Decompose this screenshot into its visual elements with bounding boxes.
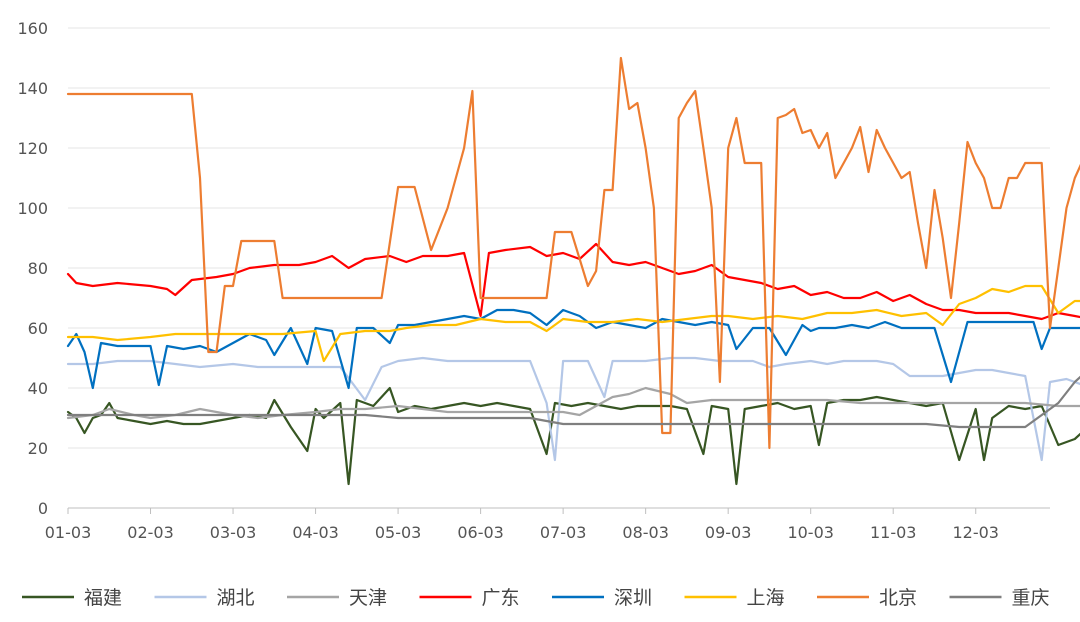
y-tick-label: 0	[38, 499, 48, 518]
x-tick-label: 11-03	[870, 523, 917, 542]
x-axis-ticks: 01-03 02-03 03-03 04-03 05-03 06-03 07-03 08-03…	[45, 508, 999, 542]
legend-item: 天津	[287, 587, 387, 609]
y-tick-label: 20	[28, 439, 48, 458]
series-line-2	[66, 356, 1080, 462]
legend-label: 深圳	[614, 587, 652, 609]
legend-item: 福建	[22, 587, 122, 609]
x-tick-label: 07-03	[540, 523, 587, 542]
x-tick-label: 08-03	[622, 523, 669, 542]
legend-label: 广东	[482, 587, 520, 609]
x-tick-label: 06-03	[457, 523, 504, 542]
series-lines	[66, 56, 1080, 486]
series-line-6	[66, 284, 1080, 363]
y-tick-label: 100	[17, 199, 48, 218]
x-tick-label: 05-03	[375, 523, 422, 542]
x-tick-label: 09-03	[705, 523, 752, 542]
x-tick-label: 03-03	[210, 523, 257, 542]
legend-label: 重庆	[1012, 587, 1050, 609]
y-tick-label: 40	[28, 379, 48, 398]
series-line-1	[66, 386, 1080, 486]
x-tick-label: 10-03	[787, 523, 834, 542]
x-tick-label: 02-03	[127, 523, 174, 542]
series-line-7	[66, 56, 1080, 450]
legend-label: 北京	[879, 587, 917, 609]
legend-item: 北京	[817, 587, 917, 609]
legend-label: 上海	[747, 587, 785, 609]
legend-item: 深圳	[552, 587, 652, 609]
y-tick-label: 120	[17, 139, 48, 158]
y-tick-label: 60	[28, 319, 48, 338]
x-tick-label: 04-03	[292, 523, 339, 542]
legend-label: 天津	[349, 587, 387, 609]
gridlines	[68, 27, 1050, 509]
series-line-3	[66, 386, 1080, 420]
x-tick-label: 01-03	[45, 523, 92, 542]
legend-item: 广东	[419, 587, 520, 609]
legend-label: 福建	[84, 587, 122, 609]
legend-label: 湖北	[217, 587, 255, 609]
y-tick-label: 140	[17, 79, 48, 98]
legend-item: 上海	[684, 587, 785, 609]
series-line-4	[66, 242, 1080, 321]
series-line-8	[66, 375, 1080, 429]
legend-item: 湖北	[154, 587, 255, 609]
y-axis-ticks: 0 20 40 60 80 100 120 140 160	[17, 19, 48, 518]
legend: 福建 湖北 天津 广东 深圳 上海 北京 重庆	[22, 587, 1050, 609]
x-tick-label: 12-03	[952, 523, 999, 542]
y-tick-label: 160	[17, 19, 48, 38]
legend-item: 重庆	[949, 587, 1050, 609]
y-tick-label: 80	[28, 259, 48, 278]
